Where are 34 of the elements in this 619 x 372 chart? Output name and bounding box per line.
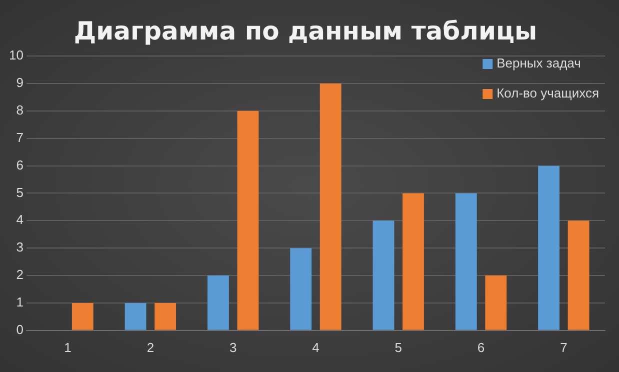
legend-label: Верных задач	[496, 56, 581, 71]
bar	[538, 166, 560, 330]
y-tick-label: 8	[16, 102, 24, 118]
bar	[402, 193, 424, 330]
y-tick-label: 3	[16, 240, 24, 255]
x-tick-label: 6	[477, 340, 485, 355]
y-tick-label: 7	[16, 130, 24, 145]
y-tick-label: 6	[16, 157, 24, 172]
bar	[372, 220, 394, 330]
bar	[237, 110, 259, 330]
chart-title: Диаграмма по данным таблицы	[74, 16, 538, 46]
x-tick-label: 3	[229, 340, 237, 355]
legend-label: Кол-во учащихся	[496, 86, 600, 101]
y-tick-label: 4	[16, 212, 24, 228]
bar	[455, 193, 477, 330]
x-tick-label: 2	[146, 340, 154, 355]
bar	[154, 302, 176, 330]
y-tick-label: 2	[16, 267, 24, 282]
bar	[124, 302, 146, 330]
bar	[320, 83, 342, 330]
x-tick-label: 5	[394, 340, 402, 355]
bar	[207, 276, 229, 330]
y-tick-label: 1	[16, 294, 24, 310]
y-tick-label: 5	[16, 184, 24, 200]
x-tick-label: 1	[64, 340, 72, 355]
bar	[72, 302, 94, 330]
y-tick-label: 10	[8, 48, 24, 63]
bar	[290, 248, 312, 330]
bar	[485, 276, 507, 330]
bar	[568, 220, 590, 330]
y-tick-label: 0	[16, 322, 24, 337]
y-tick-label: 9	[16, 75, 24, 90]
x-tick-label: 4	[312, 340, 320, 355]
x-tick-label: 7	[560, 340, 568, 355]
